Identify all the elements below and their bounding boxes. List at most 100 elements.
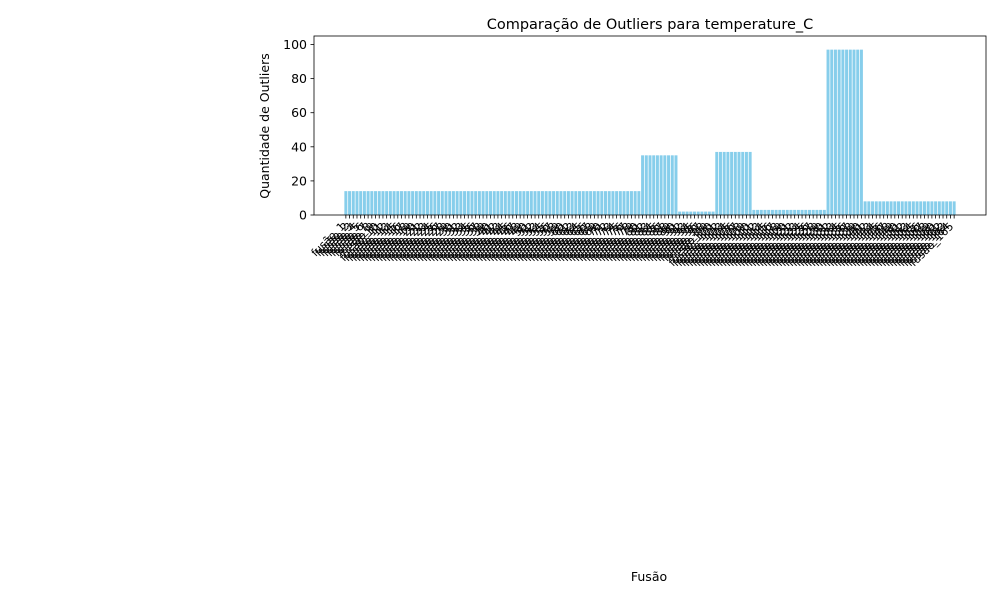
bar — [600, 191, 604, 215]
bar — [693, 211, 696, 215]
bar — [885, 201, 889, 215]
y-tick-label: 0 — [299, 208, 307, 223]
bar — [418, 191, 422, 215]
bar — [507, 191, 511, 215]
bar — [904, 201, 908, 215]
bar — [374, 191, 378, 215]
bar — [837, 49, 841, 215]
bar — [411, 191, 415, 215]
bar — [641, 155, 645, 215]
bar — [522, 191, 526, 215]
bar — [633, 191, 637, 215]
bar — [485, 191, 489, 215]
bar — [841, 49, 845, 215]
bar — [451, 191, 455, 215]
bar — [440, 191, 444, 215]
bar — [585, 191, 589, 215]
bar — [611, 191, 615, 215]
bar — [822, 209, 826, 215]
bar — [908, 201, 912, 215]
bar — [496, 191, 500, 215]
bar — [344, 191, 348, 215]
bar — [733, 151, 737, 215]
bar — [362, 191, 366, 215]
bar — [663, 155, 667, 215]
bar — [578, 191, 582, 215]
bar — [856, 49, 860, 215]
bar — [503, 191, 507, 215]
bar — [589, 191, 593, 215]
bar — [670, 155, 674, 215]
bar — [425, 191, 429, 215]
bar — [878, 201, 882, 215]
bar — [500, 191, 504, 215]
bar — [759, 209, 763, 215]
bar — [722, 151, 726, 215]
bar — [537, 191, 541, 215]
bar — [470, 191, 474, 215]
bar — [800, 209, 804, 215]
bar — [644, 155, 648, 215]
bar — [815, 209, 819, 215]
bar — [863, 201, 867, 215]
bar — [804, 209, 808, 215]
bar — [618, 191, 622, 215]
bar — [414, 191, 418, 215]
bar — [385, 191, 389, 215]
y-tick-label: 100 — [283, 37, 307, 52]
bar — [489, 191, 492, 215]
bar — [871, 201, 875, 215]
bar — [782, 209, 786, 215]
bar — [348, 191, 352, 215]
bar — [700, 211, 704, 215]
bars-group — [344, 49, 956, 215]
bar — [366, 191, 370, 215]
bar — [826, 49, 830, 215]
bar — [511, 191, 515, 215]
bar — [540, 191, 544, 215]
bar — [477, 191, 481, 215]
bar — [377, 191, 381, 215]
bar — [592, 191, 596, 215]
bar — [934, 201, 938, 215]
bar — [359, 191, 363, 215]
bar — [748, 151, 752, 215]
bar — [845, 49, 849, 215]
bar — [796, 209, 800, 215]
bar — [848, 49, 852, 215]
bar — [874, 201, 878, 215]
bar — [455, 191, 459, 215]
bar — [689, 211, 693, 215]
bar — [945, 201, 949, 215]
bar — [459, 191, 463, 215]
bar — [559, 191, 563, 215]
bar — [607, 191, 611, 215]
bar — [811, 209, 815, 215]
bar — [785, 209, 789, 215]
bar — [937, 201, 941, 215]
y-tick-label: 80 — [291, 71, 307, 86]
bar — [778, 209, 782, 215]
bar — [867, 201, 871, 215]
bar — [448, 191, 452, 215]
bar — [466, 191, 470, 215]
bar — [789, 209, 793, 215]
bar — [744, 151, 748, 215]
bar — [604, 191, 607, 215]
bar — [852, 49, 856, 215]
bar — [767, 209, 771, 215]
bar — [889, 201, 893, 215]
bar — [400, 191, 403, 215]
bar — [730, 151, 734, 215]
bar — [563, 191, 567, 215]
bar — [941, 201, 945, 215]
bar — [882, 201, 886, 215]
bar — [737, 151, 741, 215]
bar — [655, 155, 659, 215]
bar — [355, 191, 359, 215]
bar — [529, 191, 533, 215]
bar — [926, 201, 930, 215]
bar — [652, 155, 656, 215]
bar — [678, 211, 682, 215]
bar — [897, 201, 900, 215]
